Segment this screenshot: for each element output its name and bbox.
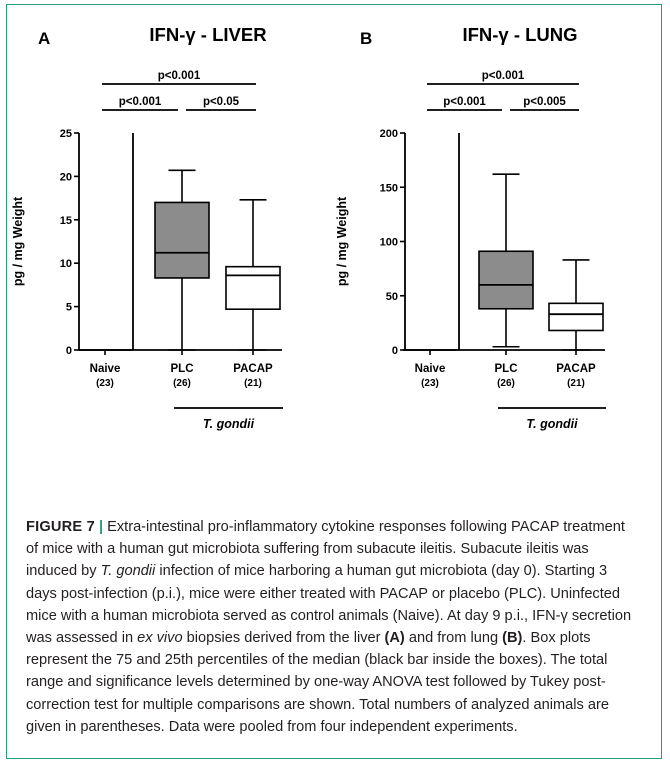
significance-label: p<0.001 (482, 70, 525, 82)
y-tick-label: 200 (380, 128, 398, 140)
y-axis-label: pg / mg Weight (335, 196, 349, 286)
significance-label: p<0.001 (119, 96, 162, 108)
box-iqr (548, 302, 604, 332)
figure-caption: FIGURE 7 | Extra-intestinal pro-inflamma… (26, 516, 641, 738)
y-tick-label: 0 (66, 345, 72, 357)
x-tick-label: PLC (495, 363, 518, 375)
y-tick-label: 15 (60, 215, 72, 227)
y-tick-label: 150 (380, 182, 398, 194)
panel-letter: A (38, 29, 50, 48)
group-count-label: (26) (173, 378, 191, 389)
caption-segment: (B) (502, 630, 523, 647)
x-tick-label: PACAP (556, 363, 596, 375)
x-tick-label: PLC (171, 363, 194, 375)
y-tick-label: 10 (60, 258, 72, 270)
group-count-label: (23) (421, 378, 439, 389)
x-tick-label: Naive (415, 363, 446, 375)
group-count-label: (26) (497, 378, 515, 389)
figure-frame (6, 4, 662, 759)
chart-title: IFN-γ - LIVER (149, 24, 266, 45)
y-tick-label: 0 (392, 345, 398, 357)
caption-segment: (A) (384, 630, 405, 647)
caption-segment: Extra-intestinal pro-inflammatory cytoki… (26, 519, 625, 580)
caption-segment: . Box plots represent the 75 and 25th pe… (26, 630, 609, 735)
y-tick-label: 50 (386, 291, 398, 303)
caption-segment: ex vivo (137, 630, 183, 647)
y-tick-label: 5 (66, 302, 72, 314)
caption-segment: infection of mice harboring a human gut … (26, 563, 632, 647)
significance-label: p<0.001 (158, 70, 201, 82)
y-tick-label: 25 (60, 128, 72, 140)
group-count-label: (23) (96, 378, 114, 389)
box-iqr (154, 201, 210, 279)
box-iqr (478, 250, 534, 310)
significance-label: p<0.005 (523, 96, 566, 108)
panel-b-chart: B IFN-γ - LUNG 0 50 100 150 200 pg / mg Weight N… (335, 24, 606, 431)
caption-text: Extra-intestinal pro-inflammatory cytoki… (26, 519, 631, 735)
panel-letter: B (360, 29, 372, 48)
figure-separator: | (98, 519, 104, 535)
infection-group-label: T. gondii (203, 417, 255, 431)
x-tick-label: PACAP (233, 363, 273, 375)
infection-group-label: T. gondii (526, 417, 578, 431)
box-iqr (225, 265, 281, 311)
caption-segment: T. gondii (100, 563, 156, 580)
group-count-label: (21) (244, 378, 262, 389)
significance-label: p<0.05 (203, 96, 240, 108)
caption-segment: biopsies derived from the liver (182, 630, 385, 647)
panel-a-chart: A IFN-γ - LIVER 0 5 10 15 20 25 pg / mg Weight Na… (11, 24, 283, 431)
caption-segment: and from lung (404, 630, 503, 647)
y-tick-label: 100 (380, 237, 398, 249)
significance-label: p<0.001 (443, 96, 486, 108)
chart-title: IFN-γ - LUNG (462, 24, 577, 45)
y-tick-label: 20 (60, 171, 72, 183)
group-count-label: (21) (567, 378, 585, 389)
x-tick-label: Naive (90, 363, 121, 375)
figure-label: FIGURE 7 (26, 519, 95, 535)
y-axis-label: pg / mg Weight (11, 196, 25, 286)
